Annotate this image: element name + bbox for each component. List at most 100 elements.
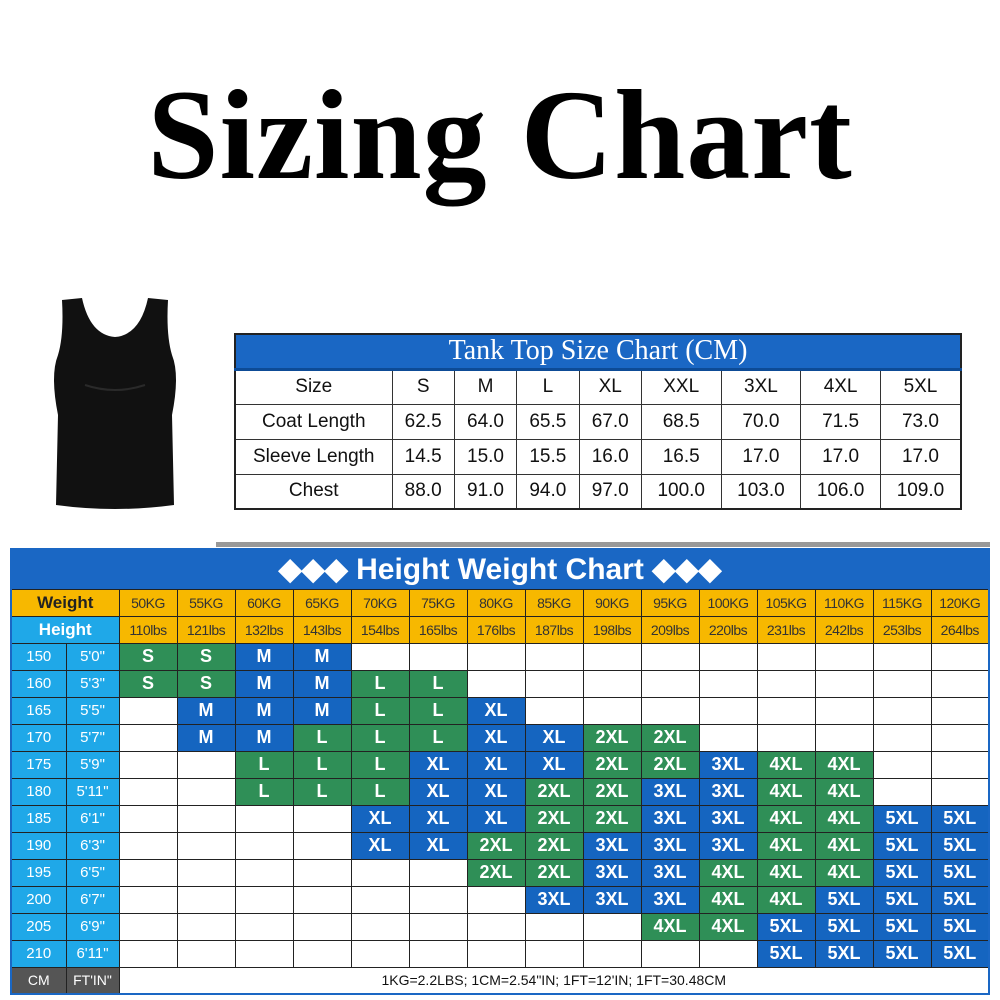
page-title: Sizing Chart: [147, 64, 853, 206]
size-cell: [234, 858, 294, 887]
size-cell: M: [292, 696, 352, 725]
size-cell: [814, 669, 874, 698]
size-cell: [176, 858, 236, 887]
size-cell: [234, 912, 294, 941]
size-cell: 4XL: [640, 912, 700, 941]
table-row: 185 6'1" XL XL XL 2XL 2XL 3XL 3XL 4XL 4XL 5XL 5XL: [10, 804, 990, 833]
height-label: Height: [10, 615, 120, 644]
size-cell: L: [292, 723, 352, 752]
size-cell: [350, 912, 410, 941]
table-row: 180 5'11" L L L XL XL 2XL 2XL 3XL 3XL 4XL 4XL: [10, 777, 990, 806]
size-cell: [930, 642, 990, 671]
size-cell: [350, 858, 410, 887]
weight-lbs-header: 110lbs: [118, 615, 178, 644]
measurement-cell: 70.0: [720, 403, 802, 440]
weight-kg-header: 55KG: [176, 588, 236, 617]
size-cell: 3XL: [640, 831, 700, 860]
column-header: L: [516, 368, 580, 405]
size-cell: [466, 912, 526, 941]
measurement-cell: 14.5: [391, 438, 455, 475]
size-cell: [930, 777, 990, 806]
size-cell: XL: [524, 723, 584, 752]
size-cell: [176, 777, 236, 806]
size-cell: 3XL: [640, 885, 700, 914]
size-cell: 5XL: [814, 912, 874, 941]
size-cell: [872, 750, 932, 779]
weight-kg-header: 100KG: [698, 588, 758, 617]
size-cell: [350, 885, 410, 914]
size-cell: M: [176, 723, 236, 752]
height-ft: 6'7": [65, 885, 120, 914]
size-cell: [466, 669, 526, 698]
size-cell: [408, 939, 468, 968]
size-cell: [872, 696, 932, 725]
size-cell: M: [292, 669, 352, 698]
size-cell: 5XL: [930, 831, 990, 860]
size-cell: 3XL: [582, 858, 642, 887]
size-cell: [176, 939, 236, 968]
weight-kg-header: 115KG: [872, 588, 932, 617]
size-cell: 2XL: [524, 804, 584, 833]
size-cell: [756, 669, 816, 698]
size-cell: [524, 939, 584, 968]
size-cell: 2XL: [524, 858, 584, 887]
size-cell: L: [350, 777, 410, 806]
size-cell: L: [408, 723, 468, 752]
table-row: 210 6'11" 5XL 5XL 5XL 5XL: [10, 939, 990, 968]
size-cell: [118, 723, 178, 752]
size-cell: [698, 642, 758, 671]
size-cell: L: [350, 750, 410, 779]
column-header: 3XL: [720, 368, 802, 405]
table-row: 150 5'0" S S M M: [10, 642, 990, 671]
height-cm: 185: [10, 804, 67, 833]
size-cell: 2XL: [582, 750, 642, 779]
size-cell: L: [408, 669, 468, 698]
size-cell: 5XL: [872, 885, 932, 914]
height-cm: 170: [10, 723, 67, 752]
size-cell: [118, 750, 178, 779]
size-cell: 3XL: [640, 858, 700, 887]
weight-lbs-header: 187lbs: [524, 615, 584, 644]
size-cell: [118, 885, 178, 914]
size-cell: XL: [466, 696, 526, 725]
size-cell: [292, 885, 352, 914]
measurement-cell: 17.0: [879, 438, 962, 475]
height-cm: 195: [10, 858, 67, 887]
size-cell: [118, 912, 178, 941]
size-cell: 2XL: [524, 777, 584, 806]
row-label: Coat Length: [234, 403, 393, 440]
weight-kg-header: 60KG: [234, 588, 294, 617]
size-cell: [872, 669, 932, 698]
size-cell: XL: [408, 831, 468, 860]
size-cell: 2XL: [582, 723, 642, 752]
size-cell: L: [408, 696, 468, 725]
height-cm: 205: [10, 912, 67, 941]
size-cell: [118, 858, 178, 887]
size-cell: 4XL: [814, 831, 874, 860]
size-cell: 4XL: [814, 804, 874, 833]
height-cm: 210: [10, 939, 67, 968]
size-cell: [176, 912, 236, 941]
size-cell: 2XL: [582, 777, 642, 806]
size-cell: [466, 939, 526, 968]
size-cell: [698, 939, 758, 968]
size-cell: 4XL: [814, 750, 874, 779]
table-row: 175 5'9" L L L XL XL XL 2XL 2XL 3XL 4XL 4XL: [10, 750, 990, 779]
size-cell: 4XL: [698, 885, 758, 914]
size-cell: [930, 723, 990, 752]
size-cell: [118, 939, 178, 968]
column-header: S: [391, 368, 455, 405]
weight-kg-header: 95KG: [640, 588, 700, 617]
height-weight-table: ◆◆◆ Height Weight Chart ◆◆◆ Weight 50KG 55K…: [10, 548, 990, 995]
size-cell: 5XL: [756, 912, 816, 941]
height-weight-title: ◆◆◆ Height Weight Chart ◆◆◆: [10, 548, 990, 590]
size-cell: [176, 750, 236, 779]
size-cell: L: [350, 669, 410, 698]
size-cell: [292, 858, 352, 887]
unit-cm-label: CM: [10, 966, 67, 995]
size-cell: [524, 912, 584, 941]
size-cell: [292, 804, 352, 833]
size-cell: [814, 642, 874, 671]
size-cell: [756, 723, 816, 752]
size-cell: [176, 804, 236, 833]
